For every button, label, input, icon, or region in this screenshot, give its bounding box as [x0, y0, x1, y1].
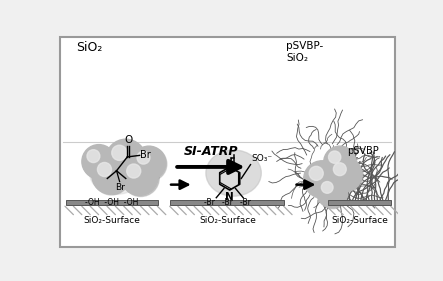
- Text: -OH  -OH  -OH: -OH -OH -OH: [85, 198, 139, 207]
- Bar: [171, 200, 284, 205]
- Text: N: N: [225, 192, 234, 202]
- Text: pSVBP: pSVBP: [347, 146, 379, 156]
- Circle shape: [317, 177, 348, 208]
- Circle shape: [324, 146, 356, 178]
- Circle shape: [82, 145, 116, 178]
- Circle shape: [106, 139, 146, 179]
- Circle shape: [92, 157, 129, 194]
- Circle shape: [83, 146, 117, 180]
- Text: Br: Br: [115, 183, 124, 192]
- Circle shape: [122, 160, 159, 196]
- Circle shape: [107, 140, 147, 180]
- Circle shape: [121, 158, 158, 195]
- Circle shape: [127, 164, 141, 178]
- Circle shape: [137, 151, 150, 164]
- Bar: [327, 200, 392, 205]
- Text: pSVBP-
SiO₂: pSVBP- SiO₂: [286, 41, 323, 63]
- Circle shape: [325, 147, 357, 180]
- Circle shape: [318, 178, 349, 209]
- Text: SiO₂: SiO₂: [76, 41, 102, 54]
- Circle shape: [305, 162, 342, 199]
- Circle shape: [132, 146, 166, 180]
- Text: O: O: [124, 135, 132, 145]
- Circle shape: [93, 158, 130, 195]
- Text: Br: Br: [140, 150, 151, 160]
- Circle shape: [87, 150, 100, 162]
- Circle shape: [112, 145, 127, 160]
- Text: SiO₂-Surface: SiO₂-Surface: [83, 216, 140, 225]
- Bar: [66, 200, 158, 205]
- Circle shape: [303, 161, 341, 198]
- Circle shape: [329, 151, 341, 163]
- Circle shape: [133, 147, 167, 181]
- Circle shape: [334, 163, 346, 176]
- Circle shape: [321, 182, 333, 193]
- Circle shape: [309, 166, 323, 180]
- Circle shape: [329, 159, 363, 192]
- Ellipse shape: [89, 152, 144, 194]
- Text: SI-ATRP: SI-ATRP: [183, 146, 238, 158]
- Circle shape: [97, 162, 112, 176]
- Text: SO₃⁻: SO₃⁻: [251, 154, 272, 163]
- Text: -Br   -Br   -Br: -Br -Br -Br: [204, 198, 251, 207]
- Text: SiO₂-Surface: SiO₂-Surface: [331, 216, 388, 225]
- Ellipse shape: [206, 150, 261, 196]
- FancyBboxPatch shape: [59, 37, 395, 247]
- Text: SiO₂-Surface: SiO₂-Surface: [199, 216, 256, 225]
- Circle shape: [328, 158, 362, 192]
